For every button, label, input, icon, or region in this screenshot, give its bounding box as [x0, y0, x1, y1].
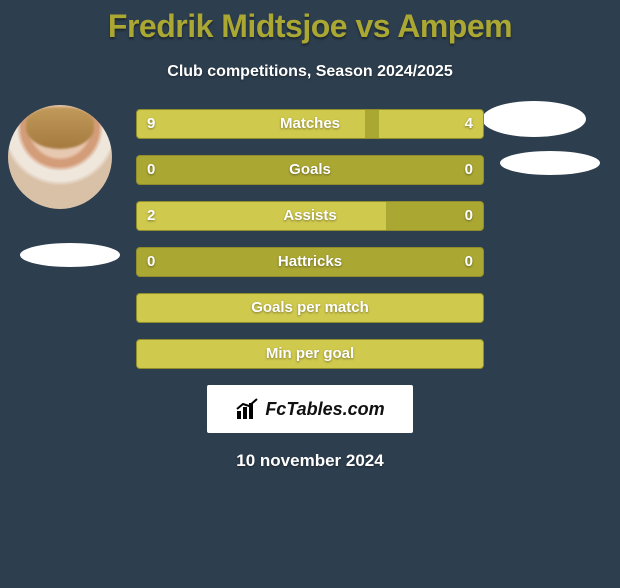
stat-row: 00Hattricks: [136, 247, 484, 277]
page-title: Fredrik Midtsjoe vs Ampem: [0, 8, 620, 45]
stat-label: Assists: [137, 202, 483, 230]
subtitle: Club competitions, Season 2024/2025: [0, 63, 620, 81]
player-right-flag: [500, 151, 600, 175]
stat-row: Min per goal: [136, 339, 484, 369]
stat-label: Matches: [137, 110, 483, 138]
date-text: 10 november 2024: [0, 451, 620, 471]
brand-badge[interactable]: FcTables.com: [207, 385, 413, 433]
player-left-avatar: [8, 105, 112, 209]
stat-row: 00Goals: [136, 155, 484, 185]
stat-row: Goals per match: [136, 293, 484, 323]
player-left-flag: [20, 243, 120, 267]
stat-label: Min per goal: [137, 340, 483, 368]
brand-chart-icon: [235, 397, 259, 421]
comparison-content: 94Matches 00Goals 20Assists 00Hattricks Goal…: [0, 109, 620, 369]
player-right-avatar: [482, 101, 586, 137]
stat-label: Goals: [137, 156, 483, 184]
stat-bars: 94Matches 00Goals 20Assists 00Hattricks Goal…: [136, 109, 484, 369]
stat-label: Goals per match: [137, 294, 483, 322]
stat-label: Hattricks: [137, 248, 483, 276]
stat-row: 94Matches: [136, 109, 484, 139]
stat-row: 20Assists: [136, 201, 484, 231]
brand-text: FcTables.com: [265, 399, 384, 420]
